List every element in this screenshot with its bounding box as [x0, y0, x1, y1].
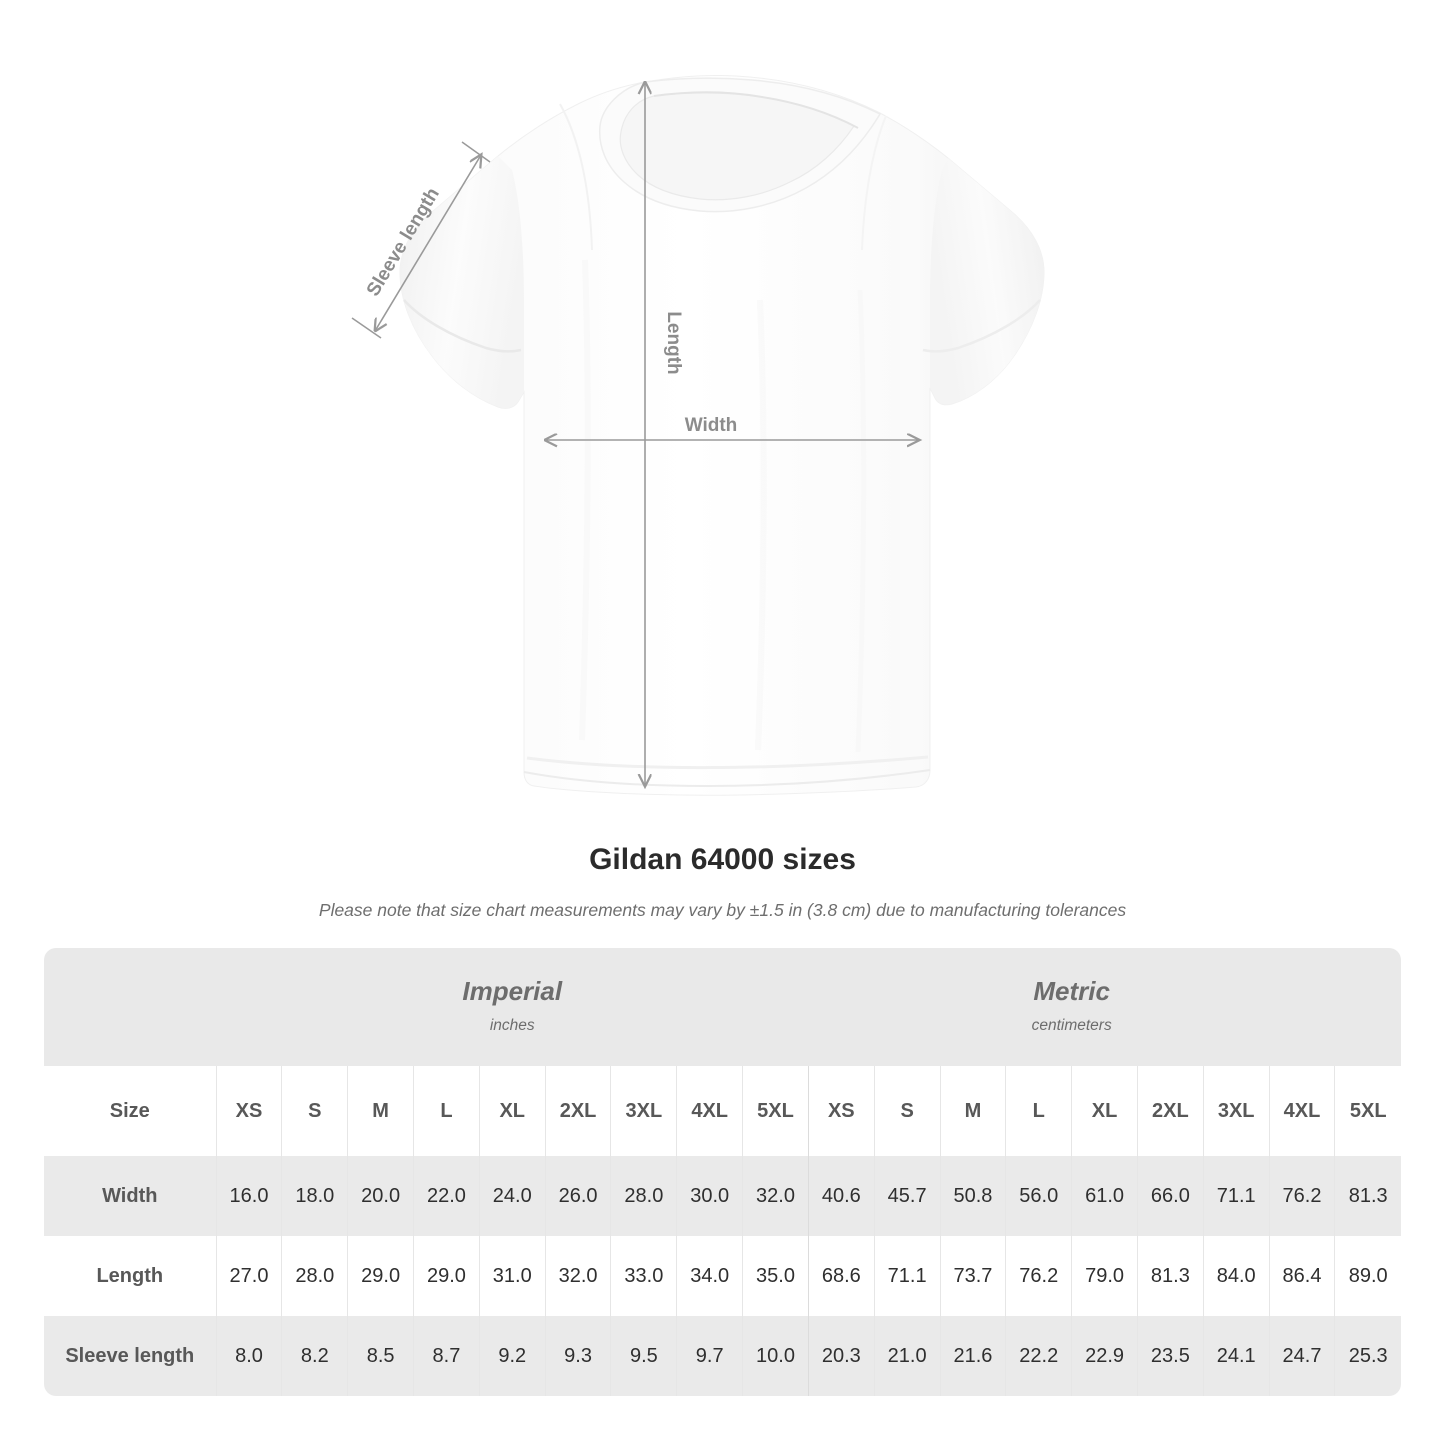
cell-sleeve-met-7: 24.7: [1268, 1316, 1335, 1396]
size-table-container: Imperial inches Metric centimeters Size …: [44, 948, 1401, 1396]
cell-sleeve-imp-1: 8.2: [281, 1316, 348, 1396]
size-header-label: Size: [44, 1066, 217, 1156]
size-col-imperial-4xl: 4XL: [676, 1066, 743, 1156]
cell-width-met-7: 76.2: [1268, 1156, 1335, 1236]
cell-width-met-4: 61.0: [1071, 1156, 1138, 1236]
cell-sleeve-imp-5: 9.3: [544, 1316, 611, 1396]
cell-width-imp-6: 28.0: [610, 1156, 677, 1236]
page-title: Gildan 64000 sizes: [589, 843, 856, 876]
cell-width-met-8: 81.3: [1334, 1156, 1401, 1236]
row-label-sleeve-length: Sleeve length: [44, 1316, 217, 1396]
cell-sleeve-met-3: 22.2: [1005, 1316, 1072, 1396]
cell-length-imp-6: 33.0: [610, 1236, 677, 1316]
cell-length-met-0: 68.6: [807, 1236, 875, 1316]
cell-sleeve-imp-4: 9.2: [478, 1316, 546, 1396]
cell-length-imp-4: 31.0: [478, 1236, 546, 1316]
cell-width-met-6: 71.1: [1202, 1156, 1270, 1236]
size-col-imperial-l: L: [413, 1066, 480, 1156]
cell-sleeve-met-6: 24.1: [1202, 1316, 1270, 1396]
tshirt-illustration: Sleeve length Length Width: [351, 74, 1045, 796]
size-col-metric-4xl: 4XL: [1268, 1066, 1335, 1156]
cell-width-imp-5: 26.0: [544, 1156, 611, 1236]
cell-length-imp-7: 34.0: [676, 1236, 743, 1316]
cell-width-imp-0: 16.0: [215, 1156, 282, 1236]
length-label: Length: [663, 311, 684, 374]
unit-imperial-subtitle: inches: [489, 1017, 535, 1034]
size-header-row: Size XS S M L XL 2XL 3XL 4XL 5XL XS S M …: [44, 1066, 1401, 1156]
cell-width-imp-1: 18.0: [281, 1156, 348, 1236]
size-col-metric-2xl: 2XL: [1136, 1066, 1204, 1156]
row-label-length: Length: [44, 1236, 217, 1316]
cell-sleeve-imp-0: 8.0: [215, 1316, 282, 1396]
unit-band-spacer-end: [1334, 948, 1401, 1066]
cell-length-imp-1: 28.0: [281, 1236, 348, 1316]
cell-length-met-3: 76.2: [1005, 1236, 1072, 1316]
cell-length-met-8: 89.0: [1334, 1236, 1401, 1316]
size-col-metric-3xl: 3XL: [1202, 1066, 1270, 1156]
unit-metric-title: Metric: [1033, 976, 1110, 1006]
cell-length-met-2: 73.7: [939, 1236, 1006, 1316]
cell-length-met-6: 84.0: [1202, 1236, 1270, 1316]
size-col-imperial-5xl: 5XL: [742, 1066, 809, 1156]
cell-sleeve-met-1: 21.0: [873, 1316, 941, 1396]
cell-sleeve-met-5: 23.5: [1136, 1316, 1204, 1396]
size-col-imperial-3xl: 3XL: [610, 1066, 677, 1156]
size-col-imperial-xs: XS: [215, 1066, 282, 1156]
table-row-length: Length 27.0 28.0 29.0 29.0 31.0 32.0 33.…: [44, 1236, 1401, 1316]
size-col-imperial-m: M: [347, 1066, 414, 1156]
size-col-imperial-s: S: [281, 1066, 348, 1156]
cell-sleeve-met-0: 20.3: [807, 1316, 875, 1396]
cell-length-met-7: 86.4: [1268, 1236, 1335, 1316]
cell-width-imp-8: 32.0: [742, 1156, 809, 1236]
cell-sleeve-met-8: 25.3: [1334, 1316, 1401, 1396]
sleeve-length-arrow: [351, 141, 491, 339]
cell-sleeve-imp-6: 9.5: [610, 1316, 677, 1396]
cell-sleeve-imp-3: 8.7: [413, 1316, 480, 1396]
unit-imperial-title: Imperial: [462, 976, 563, 1006]
cell-length-imp-3: 29.0: [413, 1236, 480, 1316]
width-label: Width: [685, 415, 738, 436]
table-row-width: Width 16.0 18.0 20.0 22.0 24.0 26.0 28.0…: [44, 1156, 1401, 1236]
cell-width-imp-7: 30.0: [676, 1156, 743, 1236]
cell-sleeve-met-2: 21.6: [939, 1316, 1006, 1396]
cell-sleeve-imp-7: 9.7: [676, 1316, 743, 1396]
size-col-metric-m: M: [939, 1066, 1006, 1156]
unit-metric-cell: Metric centimeters: [808, 948, 1335, 1066]
size-col-metric-xl: XL: [1071, 1066, 1138, 1156]
cell-width-met-5: 66.0: [1136, 1156, 1204, 1236]
chart-heading-block: Gildan 64000 sizes Please note that size…: [0, 840, 1445, 922]
size-col-metric-5xl: 5XL: [1334, 1066, 1401, 1156]
unit-band-row: Imperial inches Metric centimeters: [44, 948, 1401, 1066]
cell-length-imp-8: 35.0: [742, 1236, 809, 1316]
unit-metric-subtitle: centimeters: [1031, 1017, 1112, 1034]
cell-width-imp-2: 20.0: [347, 1156, 414, 1236]
row-label-width: Width: [44, 1156, 217, 1236]
cell-length-imp-2: 29.0: [347, 1236, 414, 1316]
cell-length-imp-0: 27.0: [215, 1236, 282, 1316]
cell-sleeve-imp-2: 8.5: [347, 1316, 414, 1396]
cell-length-imp-5: 32.0: [544, 1236, 611, 1316]
size-col-metric-xs: XS: [807, 1066, 875, 1156]
size-col-imperial-2xl: 2XL: [544, 1066, 611, 1156]
tolerance-note: Please note that size chart measurements…: [318, 900, 1127, 920]
unit-band-spacer: [44, 948, 217, 1066]
cell-length-met-4: 79.0: [1071, 1236, 1138, 1316]
cell-width-met-0: 40.6: [807, 1156, 875, 1236]
cell-width-imp-4: 24.0: [478, 1156, 546, 1236]
cell-width-met-2: 50.8: [939, 1156, 1006, 1236]
cell-width-met-3: 56.0: [1005, 1156, 1072, 1236]
cell-sleeve-met-4: 22.9: [1071, 1316, 1138, 1396]
cell-sleeve-imp-8: 10.0: [742, 1316, 809, 1396]
unit-imperial-cell: Imperial inches: [216, 948, 809, 1066]
cell-length-met-1: 71.1: [873, 1236, 941, 1316]
size-col-metric-l: L: [1005, 1066, 1072, 1156]
cell-length-met-5: 81.3: [1136, 1236, 1204, 1316]
size-table: Imperial inches Metric centimeters Size …: [44, 948, 1401, 1396]
table-row-sleeve-length: Sleeve length 8.0 8.2 8.5 8.7 9.2 9.3 9.…: [44, 1316, 1401, 1396]
cell-width-met-1: 45.7: [873, 1156, 941, 1236]
size-col-metric-s: S: [873, 1066, 941, 1156]
cell-width-imp-3: 22.0: [413, 1156, 480, 1236]
size-col-imperial-xl: XL: [478, 1066, 546, 1156]
